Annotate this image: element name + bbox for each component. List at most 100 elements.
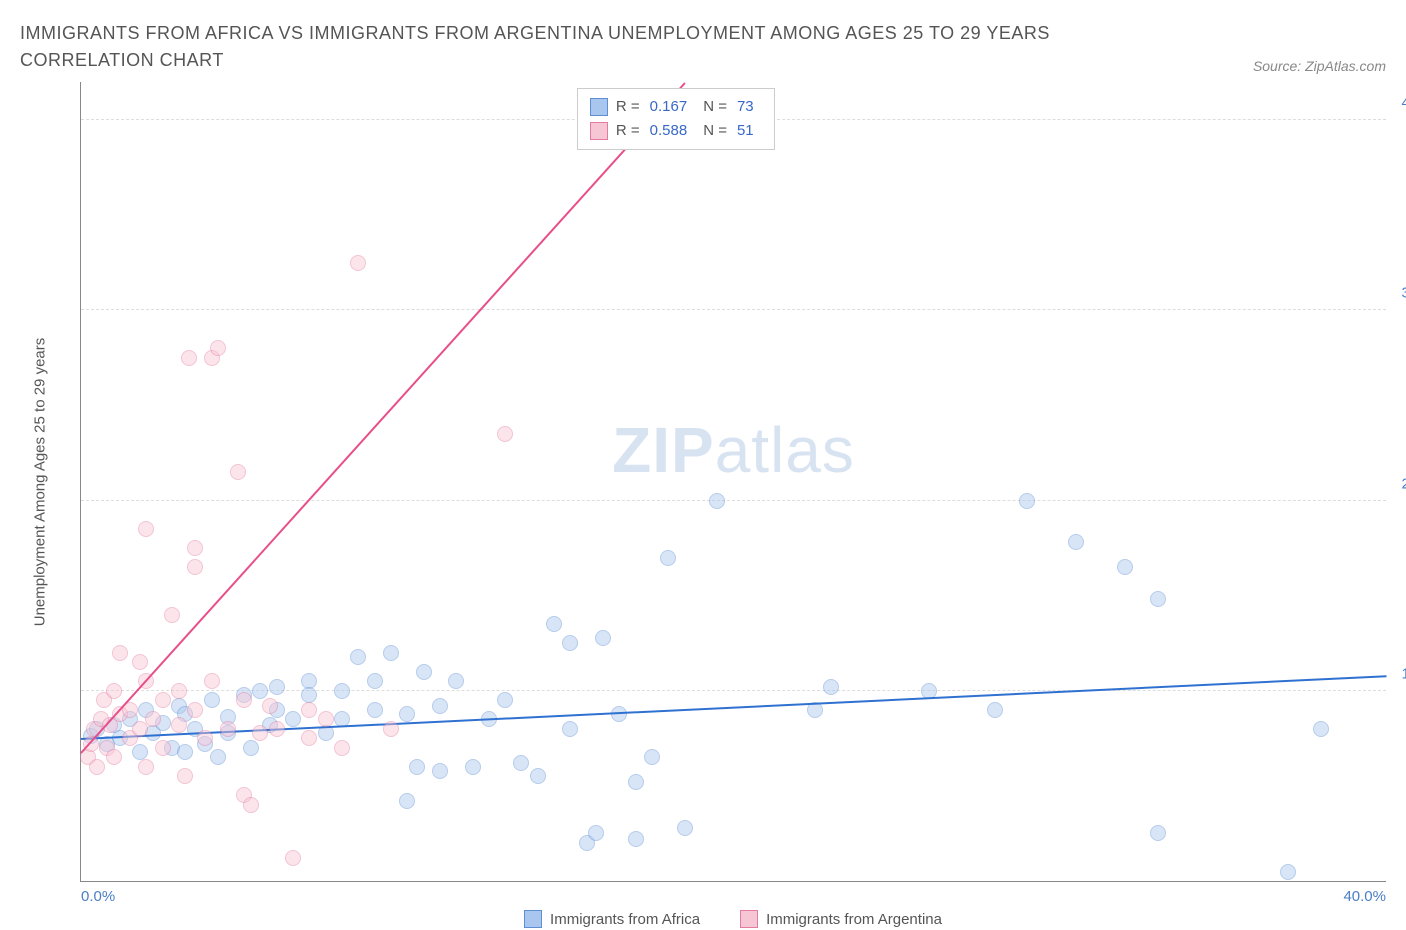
legend-swatch-argentina [740, 910, 758, 928]
scatter-point-africa [1068, 534, 1084, 550]
watermark: ZIPatlas [612, 413, 855, 487]
scatter-point-africa [1019, 493, 1035, 509]
scatter-point-africa [1313, 721, 1329, 737]
scatter-point-argentina [177, 768, 193, 784]
scatter-point-argentina [171, 717, 187, 733]
scatter-point-africa [628, 774, 644, 790]
scatter-point-africa [367, 702, 383, 718]
scatter-point-africa [409, 759, 425, 775]
scatter-point-africa [709, 493, 725, 509]
y-axis-label: Unemployment Among Ages 25 to 29 years [32, 338, 49, 627]
legend-swatch-argentina [590, 122, 608, 140]
scatter-point-argentina [301, 730, 317, 746]
scatter-point-argentina [187, 702, 203, 718]
scatter-point-argentina [285, 850, 301, 866]
bottom-legend-item-argentina: Immigrants from Argentina [740, 910, 942, 928]
bottom-legend: Immigrants from Africa Immigrants from Ar… [80, 910, 1386, 928]
scatter-point-africa [644, 749, 660, 765]
scatter-point-africa [416, 664, 432, 680]
plot-wrapper: Unemployment Among Ages 25 to 29 years Z… [80, 82, 1386, 882]
scatter-point-argentina [187, 559, 203, 575]
scatter-point-argentina [145, 711, 161, 727]
scatter-point-africa [595, 630, 611, 646]
scatter-point-argentina [187, 540, 203, 556]
scatter-point-argentina [132, 654, 148, 670]
scatter-point-africa [204, 692, 220, 708]
scatter-point-africa [1150, 591, 1166, 607]
scatter-point-africa [399, 793, 415, 809]
legend-r-value: 0.588 [650, 119, 688, 143]
scatter-point-africa [177, 744, 193, 760]
legend-n-value: 51 [737, 119, 754, 143]
chart-container: IMMIGRANTS FROM AFRICA VS IMMIGRANTS FRO… [20, 20, 1386, 882]
legend-r-label: R = [616, 119, 640, 143]
scatter-point-argentina [334, 740, 350, 756]
scatter-point-africa [132, 744, 148, 760]
scatter-point-africa [677, 820, 693, 836]
scatter-point-africa [628, 831, 644, 847]
scatter-point-argentina [262, 698, 278, 714]
scatter-point-africa [1280, 864, 1296, 880]
legend-r-value: 0.167 [650, 95, 688, 119]
scatter-point-argentina [106, 683, 122, 699]
y-tick-label: 40.0% [1401, 95, 1406, 112]
scatter-point-africa [660, 550, 676, 566]
x-tick-label: 40.0% [1343, 888, 1386, 905]
scatter-point-africa [334, 683, 350, 699]
scatter-point-africa [562, 721, 578, 737]
scatter-point-africa [301, 687, 317, 703]
legend-swatch-africa [524, 910, 542, 928]
y-tick-label: 30.0% [1401, 285, 1406, 302]
stats-legend-row-africa: R =0.167N =73 [590, 95, 762, 119]
scatter-point-africa [210, 749, 226, 765]
scatter-point-argentina [301, 702, 317, 718]
scatter-point-argentina [112, 645, 128, 661]
scatter-point-africa [448, 673, 464, 689]
scatter-point-africa [588, 825, 604, 841]
scatter-point-africa [285, 711, 301, 727]
scatter-point-africa [546, 616, 562, 632]
watermark-rest: atlas [715, 414, 855, 486]
scatter-point-argentina [181, 350, 197, 366]
scatter-point-africa [530, 768, 546, 784]
scatter-point-argentina [204, 673, 220, 689]
scatter-point-argentina [220, 721, 236, 737]
scatter-point-argentina [383, 721, 399, 737]
scatter-point-argentina [252, 725, 268, 741]
legend-n-label: N = [703, 95, 727, 119]
legend-label: Immigrants from Argentina [766, 911, 942, 928]
scatter-point-africa [823, 679, 839, 695]
scatter-point-argentina [106, 749, 122, 765]
scatter-point-argentina [155, 740, 171, 756]
scatter-point-africa [513, 755, 529, 771]
chart-title: IMMIGRANTS FROM AFRICA VS IMMIGRANTS FRO… [20, 20, 1120, 74]
scatter-point-africa [562, 635, 578, 651]
scatter-point-argentina [210, 340, 226, 356]
x-tick-label: 0.0% [81, 888, 115, 905]
scatter-point-africa [367, 673, 383, 689]
scatter-point-argentina [89, 759, 105, 775]
scatter-point-argentina [164, 607, 180, 623]
legend-n-value: 73 [737, 95, 754, 119]
scatter-point-argentina [269, 721, 285, 737]
scatter-point-africa [399, 706, 415, 722]
scatter-point-africa [432, 698, 448, 714]
stats-legend-row-argentina: R = 0.588 N = 51 [590, 119, 762, 143]
scatter-point-argentina [318, 711, 334, 727]
scatter-point-africa [350, 649, 366, 665]
watermark-bold: ZIP [612, 414, 715, 486]
legend-swatch-africa [590, 98, 608, 116]
legend-label: Immigrants from Africa [550, 911, 700, 928]
grid-line [81, 500, 1386, 501]
scatter-point-argentina [171, 683, 187, 699]
y-tick-label: 20.0% [1401, 475, 1406, 492]
scatter-point-argentina [138, 521, 154, 537]
scatter-point-argentina [243, 797, 259, 813]
stats-legend: R = 0.167 N = 73R = 0.588 N = 51 [577, 88, 775, 150]
scatter-point-argentina [155, 692, 171, 708]
scatter-point-africa [269, 679, 285, 695]
scatter-point-argentina [236, 692, 252, 708]
legend-n-label: N = [703, 119, 727, 143]
scatter-point-africa [987, 702, 1003, 718]
scatter-point-africa [243, 740, 259, 756]
